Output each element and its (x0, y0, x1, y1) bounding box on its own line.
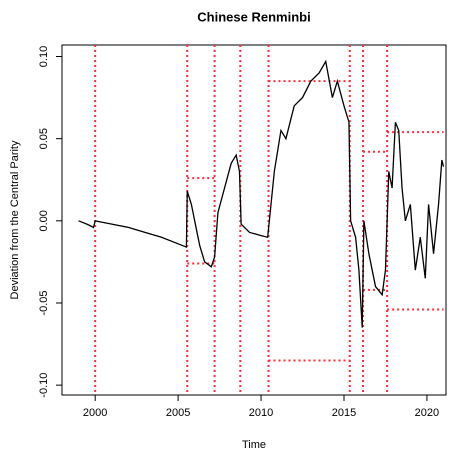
y-tick-label: -0.05 (38, 290, 50, 315)
plot-box (61, 44, 447, 396)
y-tick-label: 0.00 (38, 210, 50, 231)
series-line (78, 59, 445, 328)
y-tick-label: 0.10 (38, 46, 50, 67)
y-tick-label: 0.05 (38, 128, 50, 149)
chart-title: Chinese Renminbi (197, 9, 310, 24)
x-axis-label: Time (242, 439, 266, 451)
x-tick-label: 2005 (166, 407, 190, 419)
x-tick-label: 2020 (415, 407, 439, 419)
y-axis-label: Deviation from the Central Parity (9, 140, 21, 299)
x-tick-label: 2000 (83, 407, 107, 419)
x-tick-label: 2015 (332, 407, 356, 419)
y-tick-label: -0.10 (38, 373, 50, 398)
x-tick-label: 2010 (249, 407, 273, 419)
